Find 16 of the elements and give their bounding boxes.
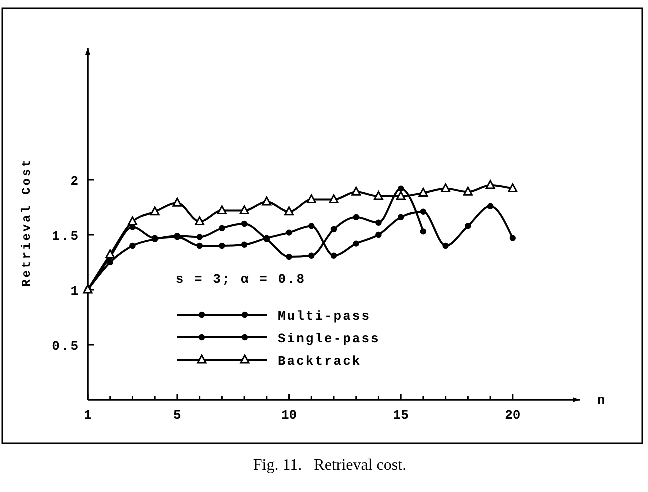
legend-label: Multi-pass [278, 309, 372, 324]
x-tick-label: 20 [505, 408, 521, 423]
caption: Fig. 11. Retrieval cost. [253, 457, 407, 474]
x-tick-label: 1 [84, 408, 92, 423]
y-axis-title: Retrieval Cost [20, 158, 34, 287]
legend-label: Single-pass [278, 332, 380, 346]
y-tick-label: 0.5 [52, 339, 80, 354]
y-tick-label: 1.5 [52, 229, 80, 244]
y-tick-label: 1 [70, 284, 80, 299]
annotation: s = 3; α = 0.8 [176, 272, 306, 287]
x-tick-label: 15 [393, 408, 410, 423]
legend-label: Backtrack [278, 354, 362, 369]
x-tick-label: 10 [281, 408, 298, 423]
y-tick-label: 2 [70, 174, 80, 189]
x-axis-title: n [597, 393, 607, 408]
x-tick-label: 5 [174, 408, 182, 423]
